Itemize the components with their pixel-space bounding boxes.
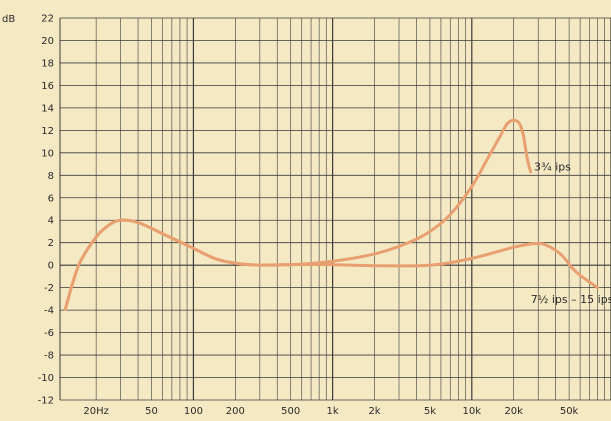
y-tick-label: -6 — [44, 328, 54, 339]
x-tick-label: 200 — [226, 406, 245, 417]
data-point — [108, 223, 111, 226]
data-point — [486, 157, 489, 160]
series-group — [63, 118, 599, 311]
data-point — [529, 171, 532, 173]
annotations: 3¾ ips 7½ ips – 15 ips — [531, 160, 611, 306]
x-tick-label: 1k — [327, 406, 339, 417]
y-tick-label: 20 — [41, 36, 54, 47]
data-point — [522, 135, 525, 137]
data-point — [596, 286, 599, 289]
y-tick-label: -10 — [38, 373, 54, 384]
x-axis-ticks: 20Hz 50 100 200 500 1k 2k 5k 10k 20k 50k — [83, 406, 578, 417]
series-line-1 — [63, 118, 533, 311]
y-tick-label: 16 — [41, 81, 54, 92]
y-tick-label: 8 — [48, 171, 54, 182]
data-point — [217, 258, 219, 261]
x-tick-label: 50 — [145, 406, 158, 417]
data-point — [137, 221, 139, 224]
series-annotation-label: 3¾ ips — [534, 160, 571, 173]
y-tick-label: 4 — [48, 216, 54, 227]
data-point — [574, 270, 576, 272]
x-tick-label: 500 — [281, 406, 300, 417]
data-point — [471, 185, 473, 188]
y-tick-label: -4 — [44, 306, 54, 317]
data-point — [518, 122, 521, 125]
y-tick-label: 10 — [41, 148, 54, 159]
x-tick-label: 20k — [504, 406, 523, 417]
data-point — [119, 219, 122, 221]
y-tick-label: -12 — [38, 396, 54, 407]
x-tick-label: 20Hz — [83, 406, 109, 417]
data-point — [373, 253, 376, 255]
x-tick-label: 10k — [463, 406, 482, 417]
data-point — [512, 246, 515, 248]
data-point — [331, 263, 334, 266]
data-point — [331, 260, 334, 263]
data-point — [506, 122, 509, 125]
data-point — [429, 264, 431, 267]
data-point — [471, 257, 473, 260]
data-point — [541, 243, 543, 245]
data-point — [373, 264, 376, 267]
y-tick-label: 0 — [48, 261, 54, 272]
y-tick-label: -2 — [44, 283, 54, 294]
data-point — [429, 230, 431, 233]
data-point — [588, 281, 591, 283]
data-point — [499, 135, 502, 137]
y-tick-label: 6 — [48, 193, 54, 204]
x-tick-label: 5k — [424, 406, 436, 417]
data-point — [64, 308, 67, 310]
data-point — [77, 264, 80, 267]
y-tick-label: 14 — [41, 103, 54, 114]
y-tick-label: 22 — [41, 14, 54, 25]
data-point — [407, 241, 410, 244]
data-point — [526, 157, 528, 160]
y-tick-label: -8 — [44, 351, 54, 362]
y-tick-label: 18 — [41, 58, 54, 69]
data-point — [161, 232, 164, 235]
x-tick-label: 50k — [560, 406, 579, 417]
series-line-2 — [63, 218, 599, 311]
data-point — [95, 236, 97, 238]
y-tick-label: 12 — [41, 126, 54, 137]
data-point — [192, 247, 195, 250]
y-tick-label: 2 — [48, 238, 54, 249]
grid — [59, 17, 611, 401]
data-point — [449, 213, 452, 216]
x-tick-label: 100 — [184, 406, 203, 417]
data-point — [551, 247, 554, 250]
y-axis-unit-label: dB — [2, 14, 15, 25]
x-tick-label: 2k — [368, 406, 380, 417]
series-annotation-label: 7½ ips – 15 ips — [531, 293, 611, 306]
data-point — [289, 263, 292, 266]
data-point — [512, 119, 515, 121]
data-point — [248, 263, 250, 266]
data-point — [531, 243, 533, 245]
data-point — [561, 255, 564, 257]
